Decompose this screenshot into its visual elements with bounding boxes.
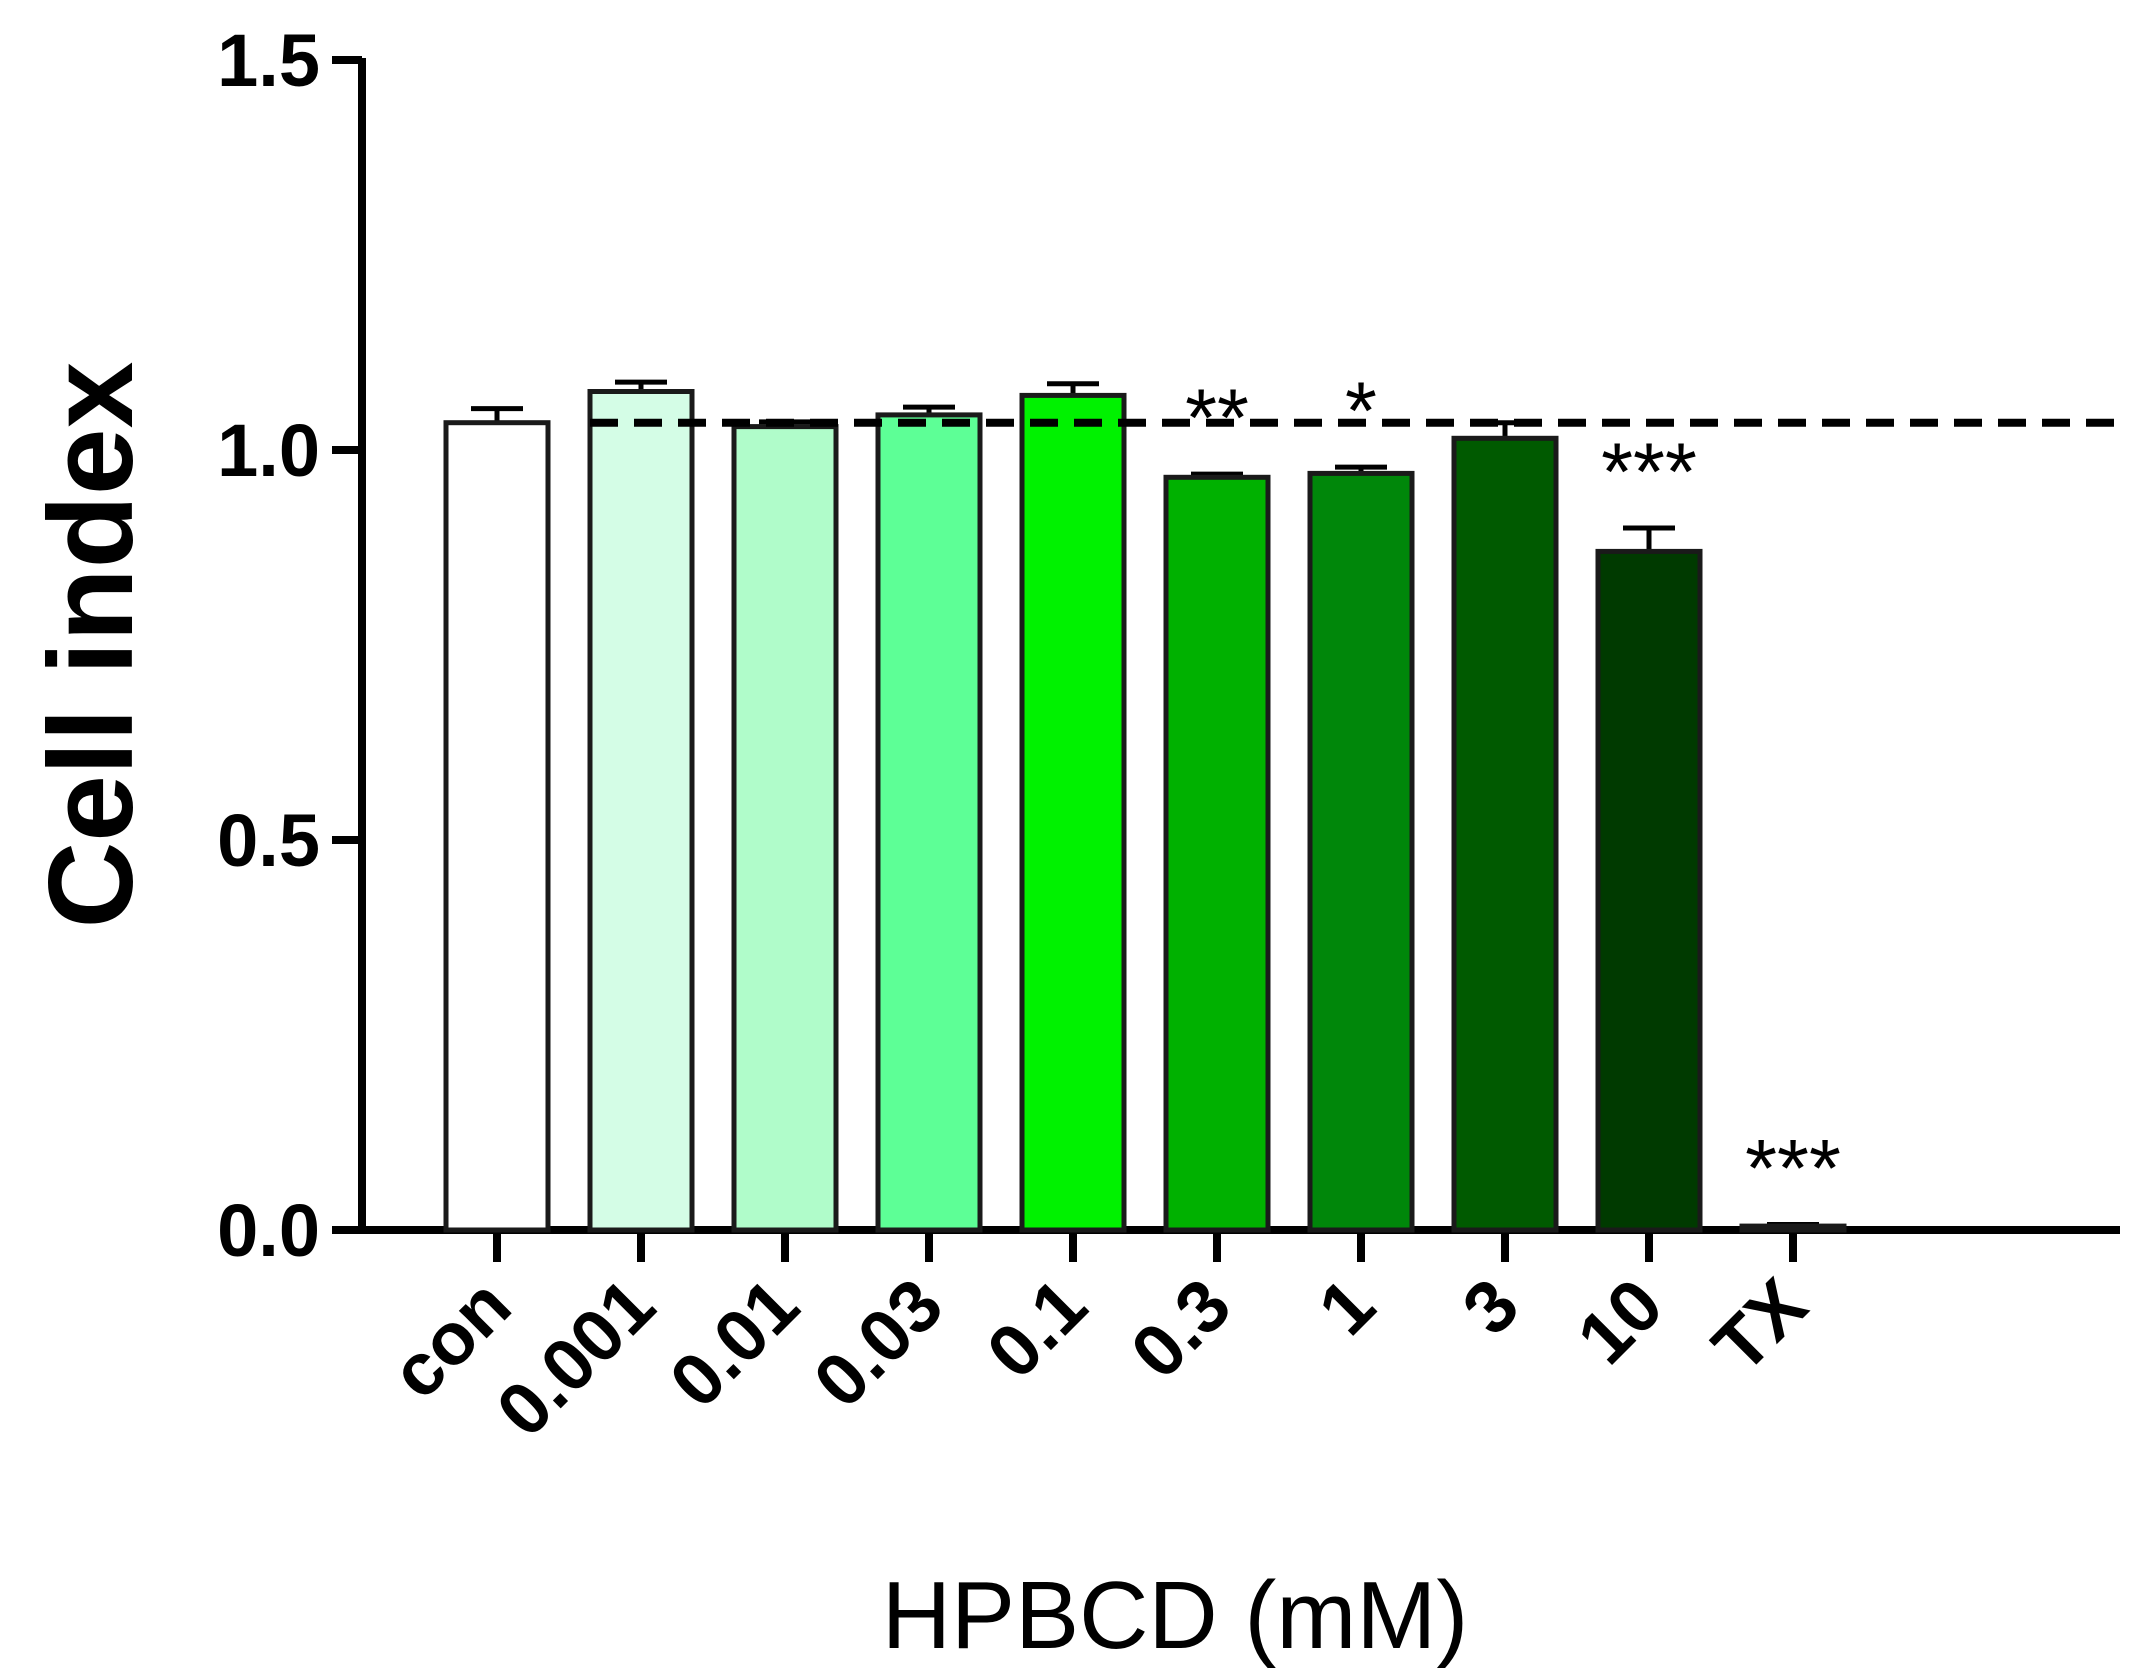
bar-0.001 — [587, 389, 695, 1233]
bar-1 — [1307, 470, 1415, 1233]
y-tick-label: 0.5 — [217, 799, 320, 882]
significance-marker: *** — [1745, 1124, 1841, 1215]
x-tick-label: 0.03 — [798, 1263, 959, 1424]
axis-labels: Cell index HPBCD (mM) — [24, 362, 1468, 1669]
y-tick-label: 1.0 — [217, 409, 320, 492]
bars: ** ******* — [443, 366, 1847, 1233]
significance-marker: *** — [1601, 427, 1697, 518]
significance-marker: ** — [1185, 373, 1249, 464]
bar-0.3 — [1163, 474, 1271, 1233]
bar-0.1 — [1019, 392, 1127, 1233]
x-tick-label: 0.1 — [971, 1263, 1102, 1394]
bar-TX — [1739, 1223, 1847, 1233]
y-axis-label: Cell index — [24, 362, 158, 929]
x-tick-label: TX — [1697, 1263, 1823, 1389]
y-axis: 0.0 0.5 1.0 1.5 — [217, 19, 366, 1272]
x-tick-label: 10 — [1561, 1263, 1678, 1380]
x-tick-label: 0.01 — [654, 1263, 815, 1424]
bar-3 — [1451, 435, 1559, 1233]
y-tick-label: 0.0 — [217, 1189, 320, 1272]
bar-con — [443, 420, 551, 1233]
x-tick-label: 3 — [1447, 1263, 1535, 1351]
x-axis-label: HPBCD (mM) — [882, 1562, 1469, 1669]
x-tick-label: 1 — [1303, 1263, 1391, 1351]
significance-marker: * — [1345, 366, 1377, 457]
x-tick-label: 0.3 — [1115, 1263, 1246, 1394]
bar-0.01 — [731, 424, 839, 1233]
bar-0.03 — [875, 412, 983, 1233]
x-tick-label: 0.001 — [481, 1263, 671, 1453]
bar-10 — [1595, 548, 1703, 1233]
y-tick-label: 1.5 — [217, 19, 320, 102]
